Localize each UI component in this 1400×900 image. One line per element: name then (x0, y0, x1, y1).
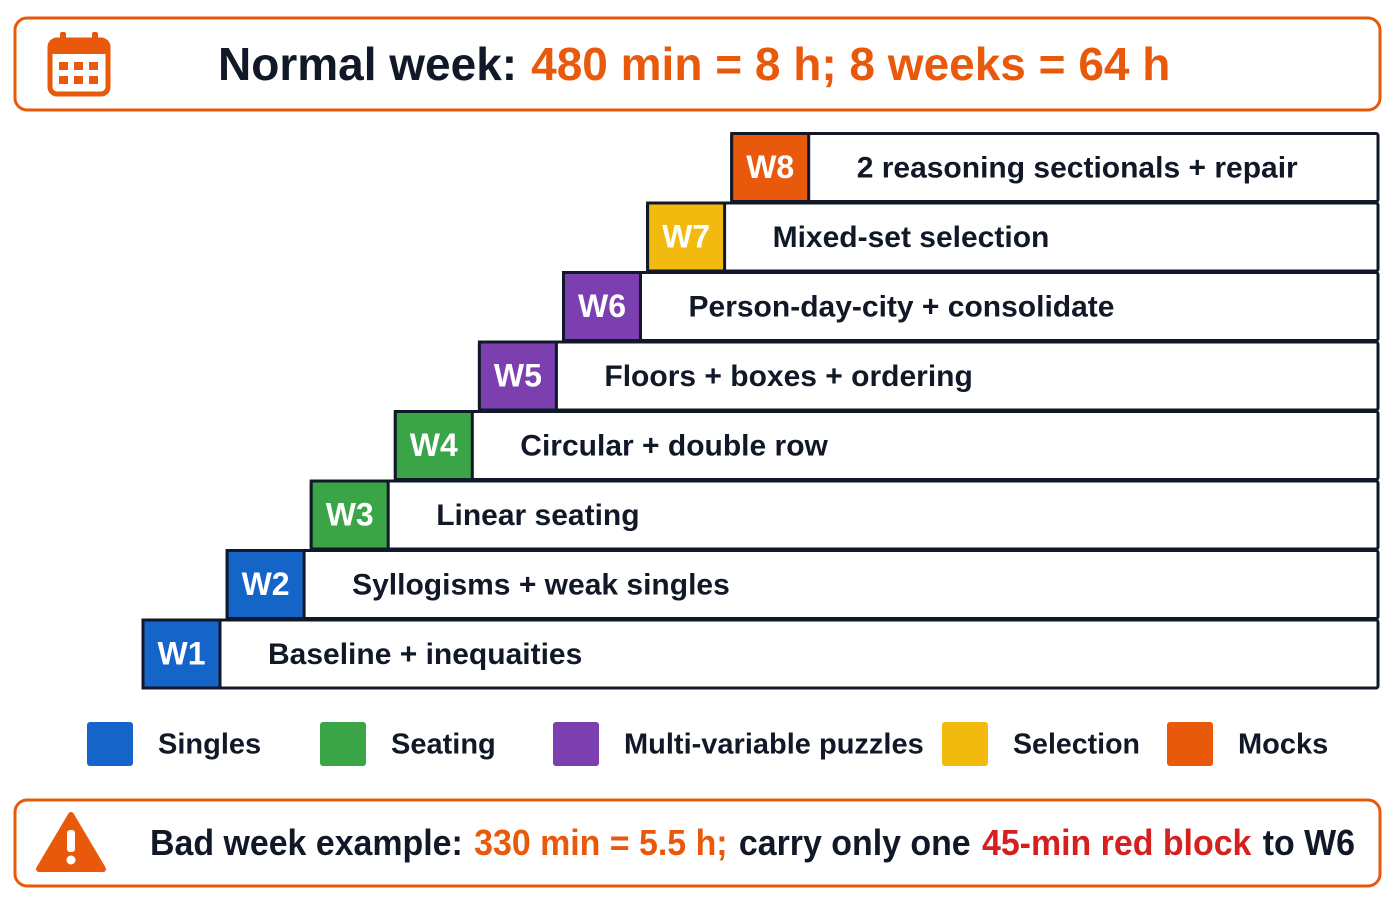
legend-label: Mocks (1238, 729, 1328, 761)
footer-text: Bad week example: 330 min = 5.5 h; carry o… (150, 822, 1355, 863)
steps: W1 Baseline + inequaities W2 Syllogisms + w… (141, 132, 1380, 690)
step-tag: W7 (662, 218, 710, 254)
step-tag: W5 (494, 357, 542, 393)
calendar-icon (47, 32, 111, 97)
step-tag-box (646, 201, 727, 273)
legend-label: Selection (1013, 729, 1140, 761)
footer-part: Bad week example: (150, 822, 463, 863)
step-label: Mixed-set selection (773, 221, 1050, 254)
step-tag: W4 (410, 427, 458, 463)
step-label: Linear seating (436, 499, 639, 532)
footer-part: to W6 (1263, 822, 1355, 863)
step-tag-box (477, 340, 558, 412)
header-lead: Normal week: (218, 38, 517, 90)
legend-label: Seating (391, 729, 496, 761)
legend-swatch (553, 722, 599, 766)
step-tag-box (393, 410, 474, 481)
step-tag-box (562, 271, 642, 342)
step-label: Circular + double row (520, 429, 828, 462)
step-label: Floors + boxes + ordering (604, 360, 972, 393)
header-text: Normal week: 480 min = 8 h; 8 weeks = 64 … (218, 38, 1170, 90)
footer-part: 45-min red block (982, 822, 1252, 863)
legend-label: Multi-variable puzzles (624, 729, 924, 761)
step-tag: W6 (578, 288, 626, 324)
step-label: 2 reasoning sectionals + repair (857, 151, 1298, 184)
warning-icon (36, 812, 106, 872)
step-tag-box (225, 549, 306, 620)
footer-box (13, 798, 1382, 888)
legend-swatch (942, 722, 988, 766)
legend-label: Singles (158, 729, 261, 761)
legend: Singles Seating Multi-variable puzzles Sele… (87, 722, 1328, 766)
header-highlight: 480 min = 8 h; 8 weeks = 64 h (531, 38, 1170, 90)
header-box (13, 16, 1382, 112)
legend-swatch (320, 722, 366, 766)
legend-swatch (87, 722, 133, 766)
step-label: Baseline + inequaities (268, 638, 582, 671)
legend-swatch (1167, 722, 1213, 766)
step-tag: W2 (242, 566, 290, 602)
step-tag-box (309, 479, 390, 551)
step-label: Person-day-city + consolidate (689, 290, 1115, 323)
footer-part: carry only one (739, 822, 971, 863)
step-tag: W1 (158, 635, 206, 671)
step-tag-box (730, 132, 811, 203)
step-tag-box (141, 618, 222, 690)
step-tag: W8 (746, 149, 794, 185)
footer-part: 330 min = 5.5 h; (474, 822, 727, 863)
step-tag: W3 (326, 496, 374, 532)
step-label: Syllogisms + weak singles (352, 568, 730, 601)
